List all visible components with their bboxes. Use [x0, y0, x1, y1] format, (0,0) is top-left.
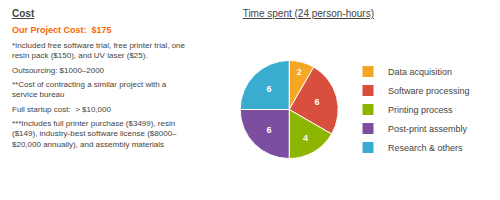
svg-text:Research & others: Research & others — [388, 143, 463, 153]
svg-text:6: 6 — [266, 125, 271, 135]
svg-text:6: 6 — [266, 84, 271, 94]
svg-text:Time spent (24 person-hours): Time spent (24 person-hours) — [243, 8, 374, 19]
svg-text:Data acquisition: Data acquisition — [388, 67, 452, 77]
svg-text:Outsourcing: $1000–2000: Outsourcing: $1000–2000 — [12, 66, 105, 75]
svg-text:2: 2 — [297, 67, 302, 77]
svg-text:Cost: Cost — [12, 8, 35, 19]
svg-text:Our Project Cost: $175: Our Project Cost: $175 — [12, 25, 112, 35]
svg-text:*Included free software trial,: *Included free software trial, free prin… — [12, 41, 186, 60]
svg-text:Printing process: Printing process — [388, 105, 453, 115]
svg-text:Full startup cost: > $10,000: Full startup cost: > $10,000 — [12, 105, 111, 114]
svg-text:Post-print assembly: Post-print assembly — [388, 124, 468, 134]
svg-text:Software processing: Software processing — [388, 86, 470, 96]
svg-text:4: 4 — [303, 133, 308, 143]
svg-text:***Includes full printer purch: ***Includes full printer purchase ($3499… — [12, 119, 177, 149]
svg-text:6: 6 — [314, 97, 319, 107]
svg-text:**Cost of contracting a simila: **Cost of contracting a similar project … — [12, 80, 167, 99]
